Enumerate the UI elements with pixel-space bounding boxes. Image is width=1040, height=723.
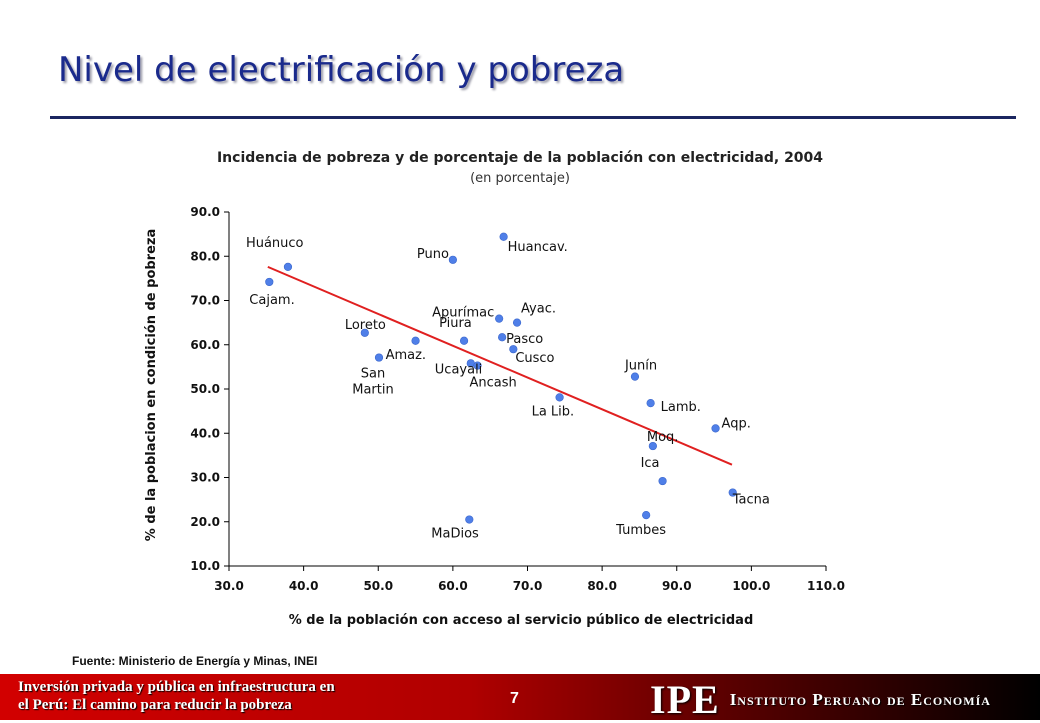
x-tick-label: 30.0 [214,579,244,593]
trendline-group [267,265,733,466]
footer-line-2: el Perú: El camino para reducir la pobre… [18,697,292,713]
title-divider [50,116,1016,119]
brand-name: Instituto Peruano de Economía [729,689,991,709]
point-label: Piura [439,316,472,331]
point-label: Junín [624,359,657,374]
chart-axes [228,212,826,567]
data-point [495,314,504,323]
point-label: MaDios [431,527,479,542]
footer-caption: Inversión privada y pública en infraestr… [18,678,335,714]
point-label: Huánuco [246,236,304,251]
scatter-chart: 30.0 40.0 50.0 60.0 70.0 80.0 90.0 100.0 110.0 10… [144,205,845,628]
data-point [509,345,518,354]
x-tick-label: 80.0 [587,579,617,593]
x-tick-label: 110.0 [807,579,845,593]
y-tick-label: 90.0 [190,205,220,219]
data-point [630,372,640,381]
point-label: Aqp. [722,416,751,431]
y-tick-label: 70.0 [190,294,220,308]
source-note: Fuente: Ministerio de Energía y Minas, I… [72,654,318,668]
data-point [411,336,420,345]
data-point [499,232,508,241]
chart-ticks: 30.0 40.0 50.0 60.0 70.0 80.0 90.0 100.0 110.0 10… [190,205,845,593]
x-axis-label: % de la población con acceso al servicio… [289,613,754,628]
y-tick-label: 30.0 [190,471,220,485]
point-label: Cajam. [249,293,294,308]
point-label: Huancav. [508,240,568,255]
point-label: Amaz. [386,348,426,363]
data-point [555,393,564,402]
point-label: Tacna [732,493,770,508]
point-label: Ucayali [435,362,483,377]
brand-abbreviation: IPE [650,677,720,722]
page-number: 7 [510,690,519,707]
y-tick-label: 50.0 [190,382,220,396]
data-point [374,353,384,362]
point-label: Ayac. [521,302,556,317]
data-point [360,328,369,337]
data-point [265,277,274,287]
data-point [646,399,655,408]
point-label: San Martin [352,367,393,398]
data-point [711,424,720,433]
brand-logo: IPE Instituto Peruano de Economía [650,676,991,723]
point-label: Moq. [647,430,679,445]
footer-bar [0,674,1040,720]
data-point [473,361,482,370]
data-point [498,333,507,342]
x-tick-label: 90.0 [662,579,692,593]
point-label: La Lib. [532,404,575,419]
x-tick-label: 50.0 [363,579,393,593]
y-tick-label: 80.0 [190,249,220,263]
data-point [642,511,651,520]
y-tick-label: 40.0 [190,426,220,440]
trendline [267,265,733,466]
data-point [658,476,667,486]
point-label: Ancash [470,376,517,391]
point-label: Tumbes [615,523,666,538]
footer-line-1: Inversión privada y pública en infraestr… [18,679,335,695]
point-label: Loreto [345,318,386,333]
data-point [512,318,522,327]
data-point [465,515,474,524]
y-tick-label: 20.0 [190,515,220,529]
x-tick-label: 60.0 [438,579,468,593]
chart-title: Incidencia de pobreza y de porcentaje de… [216,150,824,166]
point-label: Ica [641,456,660,471]
slide-title: Nivel de electrificación y pobreza [58,50,625,90]
x-tick-label: 40.0 [289,579,319,593]
point-label: Pasco [506,332,543,347]
data-point [459,336,469,345]
y-axis-label: % de la poblacion en condición de pobrez… [144,229,159,541]
point-label: Apurímac [432,306,494,321]
point-label: Lamb. [661,400,701,415]
y-tick-label: 60.0 [190,338,220,352]
data-point [728,488,737,497]
x-tick-label: 100.0 [732,579,770,593]
data-points [265,232,737,524]
x-tick-label: 70.0 [513,579,543,593]
point-label: Puno [417,247,449,262]
y-tick-label: 10.0 [190,559,220,573]
data-point [283,262,293,271]
data-point [448,255,457,264]
data-point [648,441,657,451]
chart-subtitle: (en porcentaje) [470,171,570,186]
point-label: Cusco [515,351,554,366]
